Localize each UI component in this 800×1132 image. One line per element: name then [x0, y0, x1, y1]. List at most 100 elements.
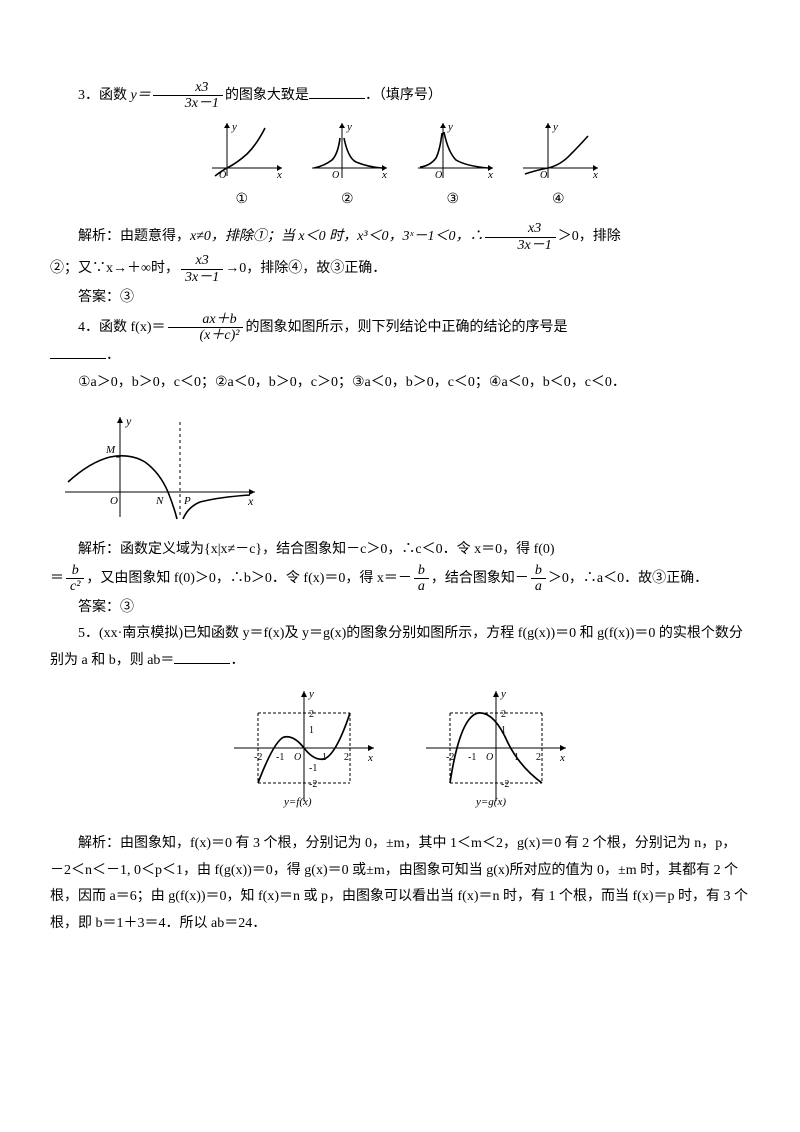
q3-note: ．（填序号） — [365, 88, 442, 103]
svg-text:N: N — [155, 495, 164, 507]
svg-text:y: y — [552, 121, 558, 133]
q4-answer: 答案：③ — [50, 595, 750, 622]
q5-line1: 5．(xx·南京模拟)已知函数 y＝f(x)及 y＝g(x)的图象分别如图所示，… — [50, 626, 743, 668]
q3-label-2: ② — [302, 185, 392, 212]
q3-sol-l1b: ＞0，排除 — [558, 229, 621, 244]
q4-options: ①a＞0，b＞0，c＜0；②a＜0，b＞0，c＞0；③a＜0，b＞0，c＜0；④… — [50, 370, 750, 397]
svg-text:O: O — [110, 495, 118, 507]
q3-frac-den: 3x－1 — [153, 96, 223, 111]
svg-text:y: y — [308, 688, 314, 700]
q3-blank — [309, 84, 365, 99]
q4-figure: y x O M N P — [50, 407, 750, 527]
q3-fig-3: y x O — [408, 118, 498, 183]
svg-text:x: x — [592, 169, 598, 181]
q3-sol-frac2: x33x－1 — [181, 253, 223, 285]
q4-sol-frac3: ba — [531, 563, 546, 595]
q3-sol-line2: ②；又∵x→＋∞时，x33x－1→0，排除④，故③正确． — [50, 253, 750, 285]
svg-text:2: 2 — [536, 752, 541, 763]
svg-text:x: x — [276, 169, 282, 181]
svg-text:y=g(x): y=g(x) — [475, 796, 506, 808]
svg-text:x: x — [487, 169, 493, 181]
svg-text:O: O — [486, 752, 493, 763]
q3-prefix: 3．函数 — [78, 88, 131, 103]
svg-text:x: x — [381, 169, 387, 181]
q5-blank — [174, 649, 230, 664]
q3-label-4: ④ — [513, 185, 603, 212]
svg-text:O: O — [332, 170, 339, 181]
q4-sol-line2: ＝bc²，又由图象知 f(0)＞0，∴b＞0．令 f(x)＝0，得 x＝－ba，… — [50, 563, 750, 595]
svg-text:1: 1 — [309, 725, 314, 736]
svg-text:y: y — [231, 121, 237, 133]
q3-sol-line1: 解析：由题意得，x≠0，排除①；当 x＜0 时，x³＜0，3ˣ－1＜0，∴x33… — [50, 221, 750, 253]
q4-frac: ax＋b(x＋c)² — [168, 312, 244, 344]
q3-fig-1: y x O — [197, 118, 287, 183]
q5-fig-g: y x O 2 1 -2 -2 -1 1 2 y=g(x) — [416, 683, 576, 813]
q4-sol-l2b: ，又由图象知 f(0)＞0，∴b＞0．令 f(x)＝0，得 x＝－ — [86, 571, 411, 586]
svg-text:-2: -2 — [501, 779, 509, 790]
q3-sol-l2b: →0，排除④，故③正确． — [225, 261, 386, 276]
q3-sol-l1a: x≠0，排除①；当 x＜0 时，x³＜0，3ˣ－1＜0，∴ — [190, 229, 483, 244]
q3-sol-frac2-d: 3x－1 — [181, 270, 223, 285]
q4-sol-line1: 解析：函数定义域为{x|x≠－c}，结合图象知－c＞0，∴c＜0．令 x＝0，得… — [50, 537, 750, 564]
q3-sol-frac1-d: 3x－1 — [485, 238, 555, 253]
svg-text:-1: -1 — [309, 763, 317, 774]
q4-sol-frac1: bc² — [66, 563, 84, 595]
svg-text:-2: -2 — [309, 779, 317, 790]
svg-text:x: x — [247, 494, 254, 508]
q3-fig-2: y x O — [302, 118, 392, 183]
q3-answer: 答案：③ — [50, 285, 750, 312]
svg-text:P: P — [183, 495, 191, 507]
svg-text:-1: -1 — [468, 752, 476, 763]
q4-blank — [50, 344, 106, 359]
q4-tail: 的图象如图所示，则下列结论中正确的结论的序号是 — [245, 320, 567, 335]
q5-solution: 解析：由图象知，f(x)＝0 有 3 个根，分别记为 0，±m，其中 1＜m＜2… — [50, 831, 750, 937]
q4-sf3n: b — [531, 563, 546, 579]
q3-yeq: y＝ — [131, 88, 151, 103]
q4-sf3d: a — [531, 579, 546, 594]
q3-sol-frac2-n: x3 — [181, 253, 223, 269]
q3-sol-l2a: ②；又∵x→＋∞时， — [50, 261, 179, 276]
svg-text:x: x — [367, 752, 373, 764]
svg-text:y: y — [125, 414, 132, 428]
q4-sol-l2c: ，结合图象知－ — [431, 571, 529, 586]
svg-text:2: 2 — [501, 709, 506, 720]
svg-text:O: O — [435, 170, 442, 181]
q3-figures: y x O y x O y x O — [50, 118, 750, 183]
svg-text:-1: -1 — [276, 752, 284, 763]
svg-text:2: 2 — [309, 709, 314, 720]
q4-sf1n: b — [66, 563, 84, 579]
q4-stem: 4．函数 f(x)＝ax＋b(x＋c)²的图象如图所示，则下列结论中正确的结论的… — [50, 312, 750, 344]
q3-sol-frac1-n: x3 — [485, 221, 555, 237]
svg-text:y=f(x): y=f(x) — [283, 796, 312, 808]
q4-sol-frac2: ba — [414, 563, 429, 595]
svg-text:M: M — [105, 444, 116, 456]
q3-tail: 的图象大致是 — [225, 88, 309, 103]
q3-fig-labels: ① ② ③ ④ — [50, 185, 750, 214]
q4-sf2d: a — [414, 579, 429, 594]
q3-label-1: ① — [197, 185, 287, 212]
svg-text:O: O — [540, 170, 547, 181]
q3-fig-4: y x O — [513, 118, 603, 183]
q3-frac-num: x3 — [153, 80, 223, 96]
q3-label-3: ③ — [408, 185, 498, 212]
svg-text:y: y — [447, 121, 453, 133]
q4-sf1d: c² — [66, 579, 84, 594]
q4-sol-l2d: ＞0，∴a＜0．故③正确． — [548, 571, 708, 586]
q4-sf2n: b — [414, 563, 429, 579]
q4-frac-d: (x＋c)² — [168, 328, 244, 343]
q5-figures: y x O 2 1 -1 -2 -2 -1 1 2 y=f(x) y — [50, 683, 750, 824]
svg-text:y: y — [346, 121, 352, 133]
q5-fig-f: y x O 2 1 -1 -2 -2 -1 1 2 y=f(x) — [224, 683, 384, 813]
q4-frac-n: ax＋b — [168, 312, 244, 328]
q3-sol-frac1: x33x－1 — [485, 221, 555, 253]
q4-blank-line: ． — [50, 343, 750, 370]
svg-text:x: x — [559, 752, 565, 764]
q3-sol-prefix: 解析：由题意得， — [78, 229, 190, 244]
svg-text:O: O — [294, 752, 301, 763]
svg-text:2: 2 — [344, 752, 349, 763]
q4-sol-l2a: ＝ — [50, 571, 64, 586]
q3-frac: x33x－1 — [153, 80, 223, 112]
q3-stem: 3．函数 y＝x33x－1的图象大致是 ．（填序号） — [50, 80, 750, 112]
svg-text:y: y — [500, 688, 506, 700]
q4-prefix: 4．函数 f(x)＝ — [78, 320, 166, 335]
